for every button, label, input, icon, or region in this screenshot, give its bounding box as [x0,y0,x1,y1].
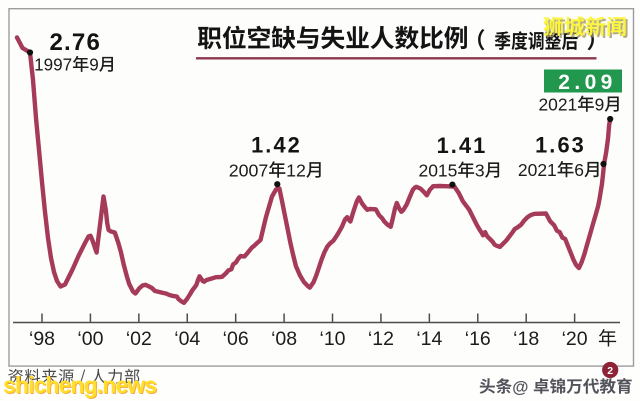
svg-text:@: @ [512,377,528,396]
svg-text:2.09: 2.09 [558,71,616,94]
svg-text:1997: 1997 [34,55,72,74]
svg-text:2007: 2007 [229,160,269,180]
svg-text:12: 12 [286,160,306,180]
svg-text:‘06: ‘06 [223,328,249,350]
svg-text:2021: 2021 [539,94,578,114]
svg-text:2015: 2015 [418,160,457,180]
svg-text:‘14: ‘14 [416,328,442,350]
svg-text:‘20: ‘20 [562,328,588,350]
svg-text:‘04: ‘04 [174,328,200,350]
svg-text:2021: 2021 [518,160,557,180]
svg-text:‘12: ‘12 [368,328,394,350]
svg-text:‘98: ‘98 [29,328,55,350]
svg-text:9: 9 [595,94,605,114]
svg-text:6: 6 [574,160,584,180]
svg-text:shicheng.news: shicheng.news [3,372,156,398]
svg-text:‘00: ‘00 [77,328,103,350]
svg-text:1.41: 1.41 [437,133,488,158]
svg-text:9: 9 [89,55,99,74]
svg-text:2.76: 2.76 [50,29,102,56]
svg-text:3: 3 [475,160,485,180]
svg-text:‘02: ‘02 [126,328,152,350]
svg-text:‘18: ‘18 [513,328,539,350]
svg-text:1.42: 1.42 [251,132,302,157]
svg-text:‘10: ‘10 [320,328,346,350]
svg-text:1.63: 1.63 [535,132,586,157]
svg-text:2: 2 [607,365,613,377]
svg-text:shicheng.news: shicheng.news [4,373,157,399]
svg-text:‘16: ‘16 [465,328,491,350]
svg-text:‘08: ‘08 [271,328,297,350]
